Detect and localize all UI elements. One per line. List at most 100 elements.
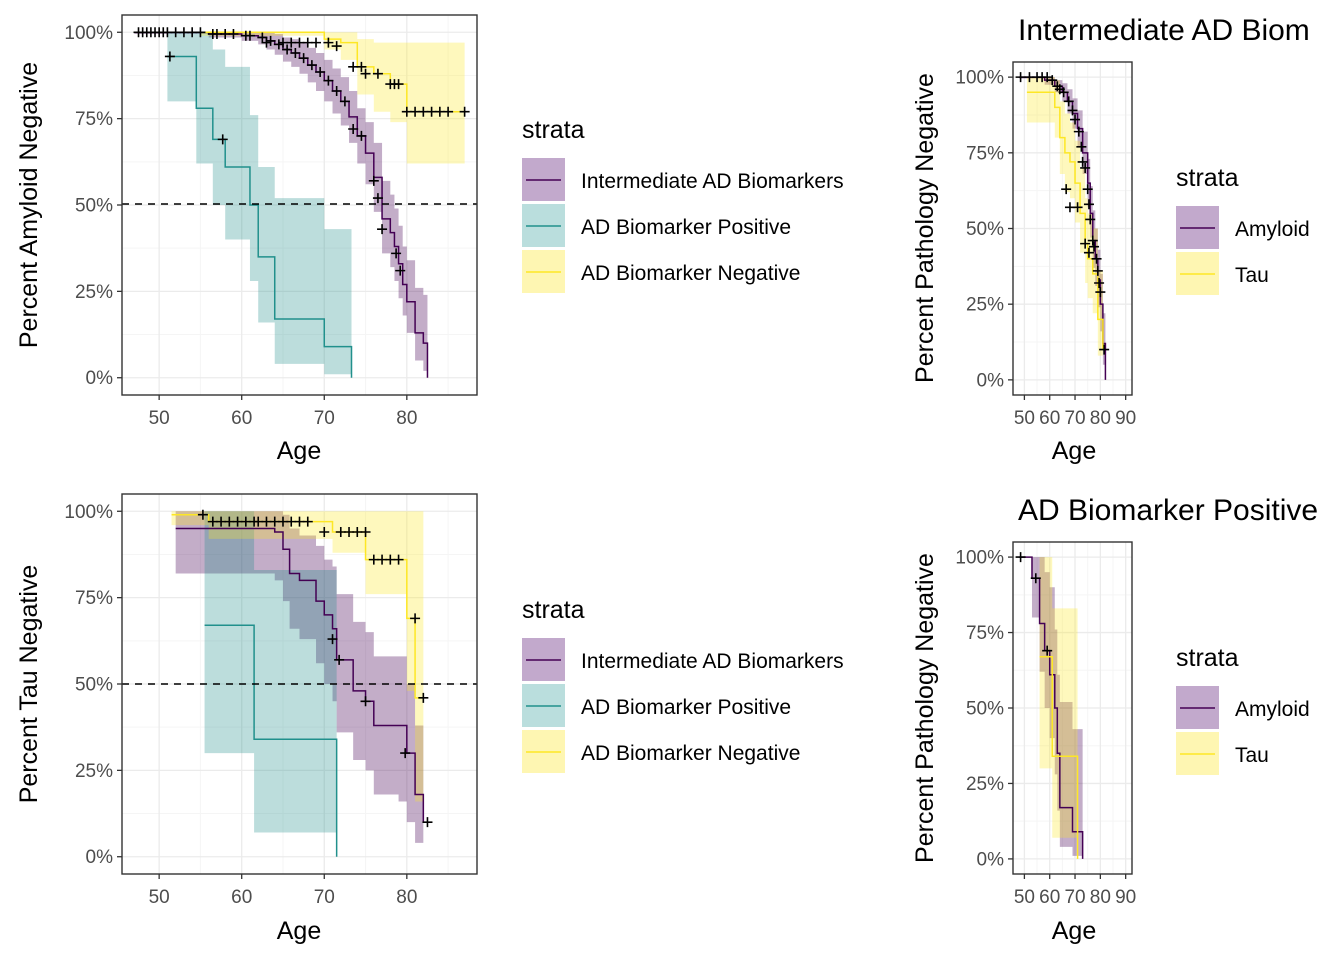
- censor-mark: [1082, 184, 1093, 195]
- x-tick-label: 90: [1115, 887, 1136, 908]
- x-tick-label: 80: [1090, 408, 1111, 429]
- censor-mark: [331, 86, 342, 96]
- censor-mark: [1091, 253, 1102, 264]
- legend-label: Amyloid: [1235, 218, 1310, 241]
- panel-amyloid: 0% 25% 50% 75% 100% 50 60 70 80 Age Percent Amyl…: [15, 14, 844, 465]
- survival-line: [175, 527, 425, 823]
- y-tick-label: 75%: [75, 109, 113, 130]
- censor-mark: [1072, 202, 1083, 213]
- censor-mark: [282, 44, 293, 55]
- legend-label: AD Biomarker Positive: [581, 216, 791, 239]
- survival-line: [167, 55, 353, 378]
- panel-tau: 0% 25% 50% 75% 100% 50 60 70 80 Age Percent Tau …: [15, 493, 844, 945]
- censor-marks-intermediate: [1015, 72, 1110, 355]
- grid-tau: [122, 494, 477, 874]
- legend-key-negative: [522, 730, 565, 773]
- censor-mark: [459, 106, 470, 117]
- censor-mark: [1042, 645, 1053, 656]
- confidence-band: [1019, 557, 1083, 859]
- censor-mark: [356, 61, 367, 72]
- x-axis-title: Age: [1052, 437, 1096, 465]
- censor-mark: [360, 527, 371, 537]
- legend-key-intermediate: [522, 638, 565, 681]
- censor-mark: [443, 106, 454, 117]
- censor-mark: [1080, 162, 1091, 173]
- censor-mark: [1083, 199, 1094, 210]
- censor-mark: [302, 516, 313, 527]
- censor-mark: [422, 817, 433, 828]
- censor-mark: [339, 96, 350, 107]
- censor-mark: [244, 30, 255, 41]
- legend-intermediate: strata Amyloid Tau: [1176, 164, 1310, 295]
- legend-key-intermediate: [522, 158, 565, 201]
- censor-mark: [400, 748, 411, 759]
- x-tick-label: 50: [149, 408, 170, 429]
- panel-title: AD Biomarker Positive: [1018, 494, 1318, 527]
- legend-label: Intermediate AD Biomarkers: [581, 170, 844, 193]
- censor-mark: [195, 27, 206, 38]
- x-tick-label: 60: [231, 887, 252, 908]
- y-tick-label: 50%: [75, 675, 113, 696]
- censor-mark: [1063, 96, 1074, 107]
- x-tick-label: 70: [1064, 408, 1085, 429]
- y-tick-label: 0%: [86, 847, 114, 868]
- legend-title: strata: [522, 116, 585, 144]
- censor-mark: [356, 130, 367, 141]
- y-tick-label: 50%: [966, 219, 1004, 240]
- legend-key-negative: [522, 250, 565, 293]
- censor-mark: [319, 527, 330, 537]
- x-axis-title: Age: [1052, 917, 1096, 945]
- censor-mark: [164, 51, 175, 62]
- y-axis-title: Percent Pathology Negative: [911, 553, 939, 863]
- censor-mark: [1077, 156, 1088, 167]
- censor-mark: [197, 509, 208, 520]
- legend-positive: strata Amyloid Tau: [1176, 644, 1310, 775]
- censor-mark: [1042, 72, 1053, 83]
- survival-line: [1026, 91, 1104, 350]
- censor-mark: [323, 75, 334, 86]
- x-tick-label: 80: [396, 887, 417, 908]
- legend-title: strata: [1176, 644, 1239, 672]
- y-tick-label: 100%: [64, 23, 113, 44]
- survival-line: [1019, 76, 1107, 380]
- y-axis-title: Percent Pathology Negative: [911, 73, 939, 383]
- censor-mark: [1070, 114, 1081, 125]
- censor-mark: [1047, 75, 1058, 86]
- y-tick-label: 50%: [966, 699, 1004, 720]
- x-tick-label: 50: [149, 887, 170, 908]
- y-tick-label: 100%: [64, 502, 113, 523]
- censor-mark: [257, 32, 268, 43]
- x-tick-label: 70: [1064, 887, 1085, 908]
- censor-mark: [315, 67, 326, 77]
- x-tick-label: 90: [1115, 408, 1136, 429]
- y-tick-label: 25%: [75, 282, 113, 303]
- censor-mark: [1058, 87, 1069, 98]
- y-tick-label: 75%: [75, 588, 113, 609]
- x-axis-title: Age: [277, 917, 321, 945]
- censor-mark: [418, 692, 429, 703]
- censor-mark: [327, 634, 338, 645]
- legend-tau: strata Intermediate AD Biomarkers AD Bio…: [522, 596, 844, 773]
- censor-mark: [217, 134, 228, 145]
- legend-label: Intermediate AD Biomarkers: [581, 650, 844, 673]
- y-tick-label: 0%: [977, 849, 1005, 870]
- legend-label: AD Biomarker Positive: [581, 696, 791, 719]
- legend-label: Tau: [1235, 744, 1269, 767]
- censor-mark: [334, 654, 345, 665]
- confidence-band: [200, 32, 465, 164]
- censor-mark: [1080, 238, 1091, 249]
- censor-mark: [1083, 247, 1094, 258]
- censor-mark: [372, 68, 383, 79]
- censor-mark: [1092, 265, 1103, 276]
- y-axis-title: Percent Tau Negative: [15, 565, 43, 804]
- legend-key-positive: [522, 684, 565, 727]
- y-tick-label: 25%: [75, 761, 113, 782]
- censor-mark: [348, 124, 359, 134]
- tick-labels-positive: 0% 25% 50% 75% 100% 50 60 70 80 90: [955, 548, 1136, 908]
- censor-mark: [1073, 126, 1084, 137]
- censor-mark: [1076, 141, 1087, 152]
- x-tick-label: 60: [231, 408, 252, 429]
- legend-title: strata: [1176, 164, 1239, 192]
